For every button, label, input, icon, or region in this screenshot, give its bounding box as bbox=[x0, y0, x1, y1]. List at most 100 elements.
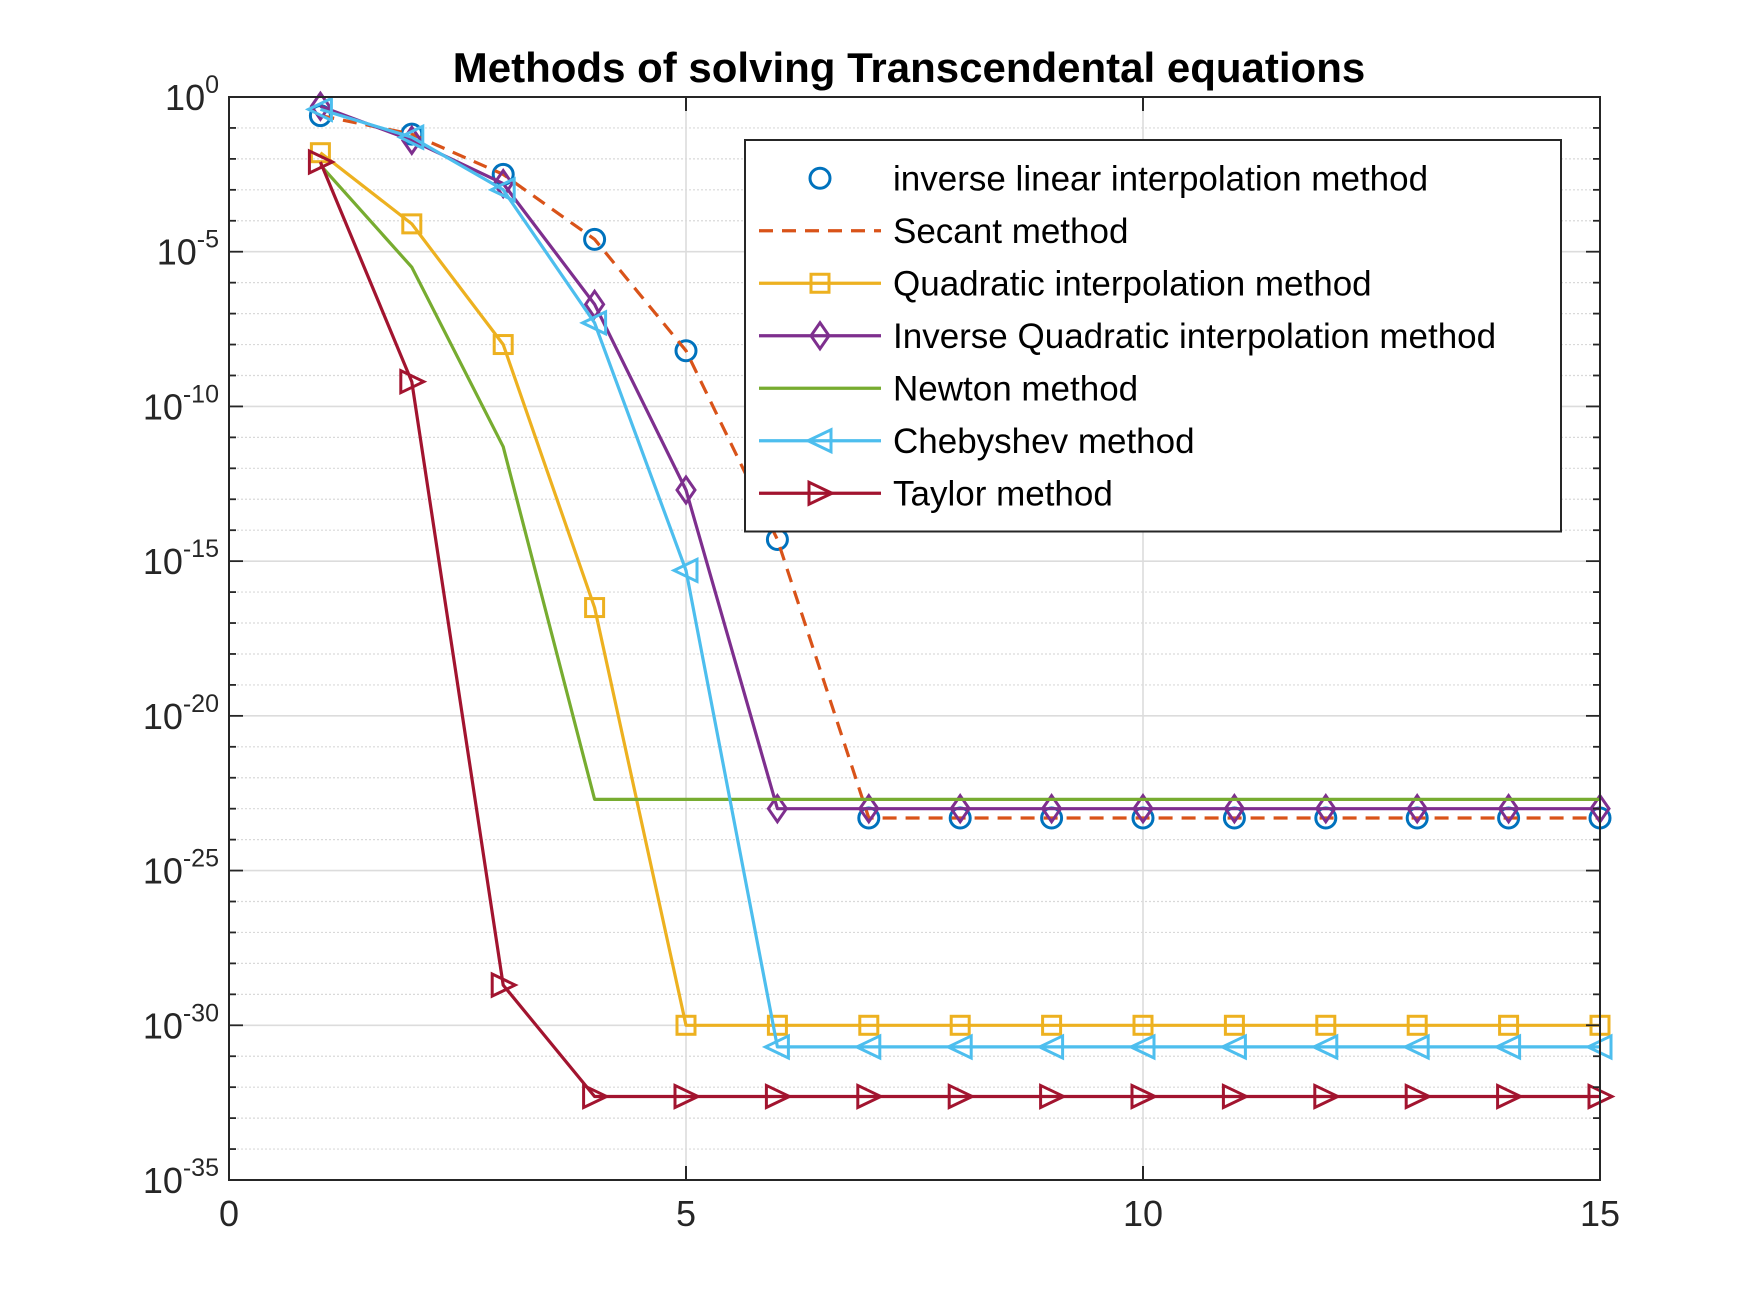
series-1 bbox=[320, 114, 1600, 820]
legend: inverse linear interpolation method Secan… bbox=[744, 139, 1562, 533]
legend-label: Quadratic interpolation method bbox=[893, 264, 1372, 303]
y-tick-label: 10-15 bbox=[143, 535, 219, 582]
legend-label: Inverse Quadratic interpolation method bbox=[893, 317, 1496, 356]
x-tick-label: 0 bbox=[219, 1193, 239, 1234]
x-tick-label: 10 bbox=[1123, 1193, 1163, 1234]
data-point bbox=[579, 309, 608, 337]
data-point bbox=[307, 148, 336, 176]
data-point bbox=[1493, 1033, 1522, 1061]
legend-entry: Chebyshev method bbox=[759, 422, 1195, 461]
legend-label: Taylor method bbox=[893, 474, 1113, 513]
legend-label: Newton method bbox=[893, 369, 1138, 408]
data-point bbox=[857, 793, 880, 825]
data-point bbox=[492, 334, 514, 356]
data-point bbox=[1406, 1014, 1428, 1036]
data-point bbox=[1132, 793, 1154, 825]
data-point bbox=[490, 971, 519, 999]
data-point bbox=[853, 1033, 882, 1061]
chart-title: Methods of solving Transcendental equati… bbox=[453, 44, 1365, 91]
data-point bbox=[1314, 793, 1337, 825]
data-point bbox=[761, 1033, 790, 1061]
data-point bbox=[583, 227, 607, 251]
legend-entry: Secant method bbox=[759, 212, 1128, 251]
legend-marker bbox=[809, 320, 831, 352]
series-3 bbox=[309, 90, 1611, 825]
data-point bbox=[1406, 793, 1429, 825]
y-tick-label: 100 bbox=[165, 71, 219, 118]
data-point bbox=[1040, 793, 1063, 825]
data-point bbox=[675, 1014, 697, 1036]
data-point bbox=[1039, 1083, 1068, 1110]
data-point bbox=[1498, 1014, 1520, 1036]
data-point bbox=[673, 1083, 702, 1110]
data-point bbox=[1401, 1033, 1430, 1061]
series-layer bbox=[304, 90, 1616, 1110]
data-point bbox=[584, 597, 606, 619]
data-point bbox=[1496, 1083, 1525, 1110]
data-point bbox=[1223, 1014, 1245, 1036]
legend-marker bbox=[808, 166, 832, 190]
series-2 bbox=[309, 142, 1611, 1036]
data-point bbox=[856, 1083, 885, 1110]
y-tick-label: 10-35 bbox=[143, 1154, 219, 1201]
legend-entry: Inverse Quadratic interpolation method bbox=[759, 317, 1496, 356]
series-line bbox=[319, 104, 1600, 811]
data-point bbox=[1221, 1083, 1250, 1110]
data-point bbox=[764, 1083, 793, 1110]
y-axis: 100 10-5 10-10 10-15 10-20 10-25 10-30 10-35 bbox=[143, 71, 1600, 1201]
data-point bbox=[1041, 1014, 1063, 1036]
legend-label: Secant method bbox=[893, 212, 1128, 251]
y-tick-label: 10-10 bbox=[143, 380, 219, 427]
series-line bbox=[319, 107, 1600, 1049]
series-line bbox=[319, 164, 1600, 802]
y-tick-label: 10-25 bbox=[143, 845, 219, 892]
series-4 bbox=[319, 164, 1600, 802]
data-point bbox=[1315, 1014, 1337, 1036]
series-line bbox=[319, 151, 1600, 1027]
data-point bbox=[674, 339, 698, 363]
data-point bbox=[949, 793, 972, 825]
y-tick-label: 10-30 bbox=[143, 999, 219, 1046]
data-point bbox=[401, 213, 423, 235]
legend-entry: Newton method bbox=[759, 369, 1138, 408]
data-point bbox=[1132, 1014, 1154, 1036]
data-point bbox=[1223, 793, 1246, 825]
legend-entry: Taylor method bbox=[759, 474, 1113, 513]
data-point bbox=[487, 176, 516, 204]
series-line bbox=[320, 114, 1600, 820]
x-tick-label: 15 bbox=[1580, 1193, 1620, 1234]
legend-entry: Quadratic interpolation method bbox=[759, 264, 1372, 303]
y-tick-label: 10-20 bbox=[143, 690, 219, 737]
series-line bbox=[318, 161, 1600, 1099]
data-point bbox=[670, 557, 699, 584]
data-point bbox=[766, 793, 789, 825]
data-point bbox=[675, 474, 697, 506]
data-point bbox=[1497, 793, 1520, 825]
x-tick-label: 5 bbox=[676, 1193, 696, 1234]
y-tick-label: 10-5 bbox=[157, 226, 219, 273]
series-5 bbox=[304, 95, 1613, 1061]
data-point bbox=[947, 1083, 976, 1110]
data-point bbox=[396, 123, 425, 151]
data-point bbox=[582, 1083, 611, 1110]
data-point bbox=[1218, 1033, 1247, 1061]
legend-marker bbox=[807, 479, 836, 507]
data-point bbox=[1036, 1033, 1065, 1061]
data-point bbox=[1127, 1033, 1156, 1061]
legend-label: inverse linear interpolation method bbox=[893, 159, 1428, 198]
data-point bbox=[1130, 1083, 1159, 1110]
data-point bbox=[1313, 1083, 1342, 1110]
legend-marker bbox=[809, 272, 831, 294]
legend-entry: inverse linear interpolation method bbox=[808, 159, 1428, 198]
legend-label: Chebyshev method bbox=[893, 422, 1195, 461]
data-point bbox=[1404, 1083, 1433, 1110]
data-point bbox=[304, 95, 333, 123]
data-point bbox=[858, 1014, 880, 1036]
data-point bbox=[949, 1014, 971, 1036]
data-point bbox=[944, 1033, 973, 1061]
x-axis: 0 5 10 15 bbox=[219, 97, 1620, 1234]
axes-frame bbox=[228, 96, 1601, 1181]
series-6 bbox=[307, 148, 1616, 1110]
data-point bbox=[766, 1014, 788, 1036]
